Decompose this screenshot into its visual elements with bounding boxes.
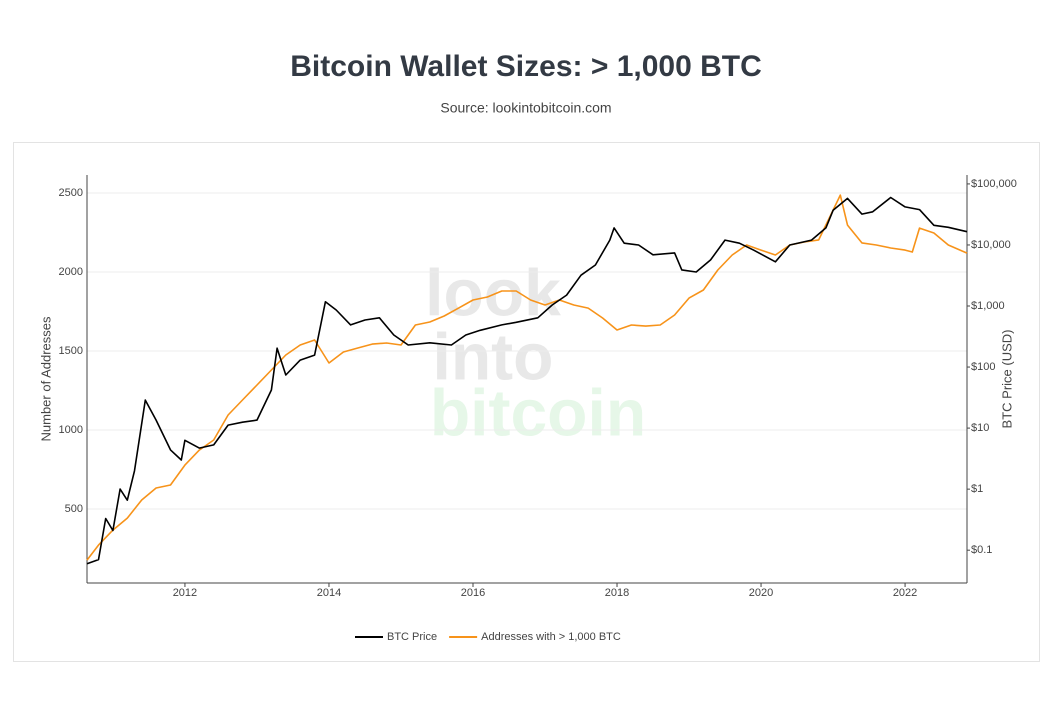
x-tick-label: 2022 xyxy=(893,587,917,599)
watermark-text: into xyxy=(433,319,554,393)
series-line xyxy=(86,196,968,565)
watermark: look into bitcoin xyxy=(425,255,646,449)
watermark-text: look xyxy=(425,255,561,329)
y2-tick-label: $10 xyxy=(971,422,989,434)
y2-tick-label: $0.1 xyxy=(971,544,992,556)
y-tick-label: 500 xyxy=(65,503,83,515)
grid xyxy=(87,192,967,510)
y-tick-label: 2000 xyxy=(59,266,83,278)
x-tick-label: 2016 xyxy=(461,587,485,599)
y-tick-label: 1000 xyxy=(59,424,83,436)
x-tick-label: 2018 xyxy=(605,587,629,599)
y2-axis-label: BTC Price (USD) xyxy=(999,330,1014,429)
watermark-text: bitcoin xyxy=(430,375,646,449)
x-tick-label: 2014 xyxy=(317,587,341,599)
y2-tick-label: $100,000 xyxy=(971,178,1017,190)
y2-tick-label: $10,000 xyxy=(971,239,1011,251)
y2-tick-label: $100 xyxy=(971,361,995,373)
x-tick-label: 2020 xyxy=(749,587,773,599)
y2-tick-label: $1,000 xyxy=(971,300,1005,312)
y-axis-label: Number of Addresses xyxy=(38,316,53,442)
y2-tick-label: $1 xyxy=(971,483,983,495)
series-line xyxy=(86,194,968,561)
x-tick-label: 2012 xyxy=(173,587,197,599)
y-tick-label: 1500 xyxy=(59,345,83,357)
legend-label: Addresses with > 1,000 BTC xyxy=(481,631,621,643)
y-tick-label: 2500 xyxy=(59,187,83,199)
chart-frame xyxy=(13,142,1040,662)
chart-title: Bitcoin Wallet Sizes: > 1,000 BTC xyxy=(290,50,762,83)
legend-label: BTC Price xyxy=(387,631,437,643)
chart-subtitle: Source: lookintobitcoin.com xyxy=(440,100,611,116)
